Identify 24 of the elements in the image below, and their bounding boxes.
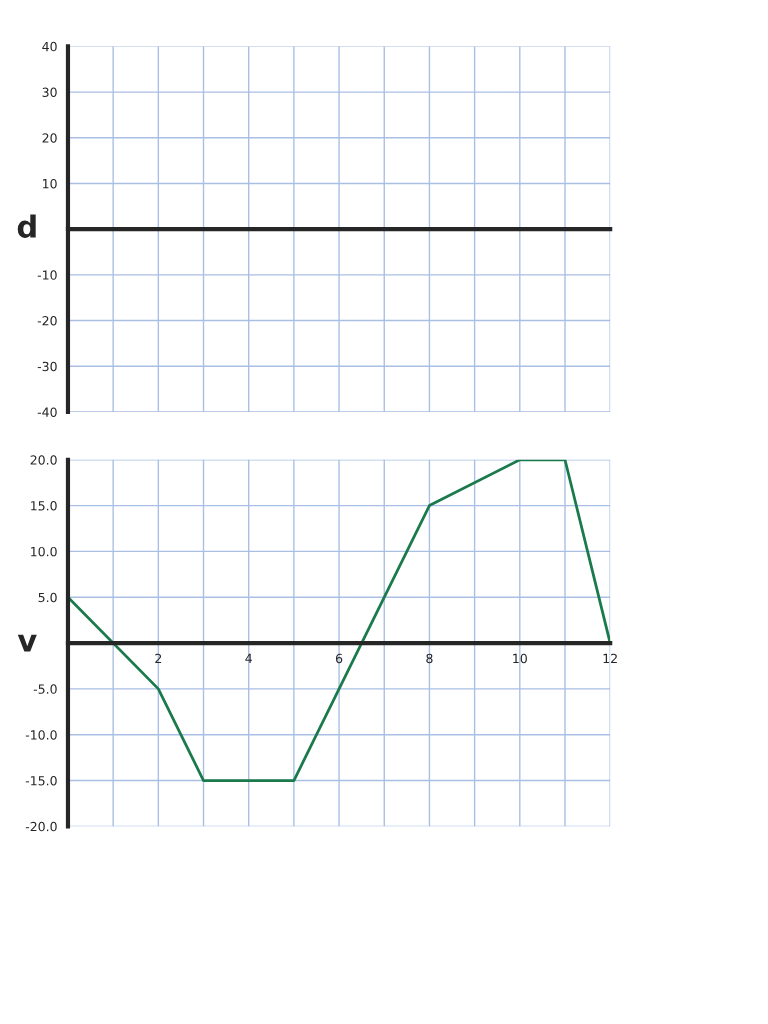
x-tick-label: 2 <box>155 653 162 663</box>
y-tick-label: 15.0 <box>31 501 57 511</box>
y-tick-label: 20.0 <box>30 455 57 465</box>
y-tick-label: -20 <box>37 316 57 326</box>
y-tick-label: 5.0 <box>38 592 57 603</box>
y-tick-label: 30 <box>42 87 57 98</box>
y-tick-label: -10 <box>37 270 57 280</box>
x-tick-label: 8 <box>426 653 433 664</box>
y-tick-label: -15.0 <box>25 776 57 786</box>
x-tick-label: 10 <box>513 653 527 664</box>
y-tick-label: -30 <box>37 361 57 372</box>
y-tick-label: -10.0 <box>25 730 57 740</box>
y-tick-label: -20.0 <box>25 821 57 832</box>
y-axis-title: v <box>17 634 37 652</box>
y-axis-title: d <box>17 214 36 239</box>
y-tick-label: -5.0 <box>33 684 57 694</box>
x-tick-label: 4 <box>245 653 252 663</box>
x-tick-label: 6 <box>335 653 343 664</box>
y-tick-label: 10.0 <box>31 546 57 557</box>
y-tick-label: -40 <box>37 407 57 417</box>
x-tick-label: 12 <box>603 653 617 663</box>
y-tick-label: 10 <box>43 178 57 189</box>
y-tick-label: 40 <box>42 41 57 52</box>
y-tick-label: 20 <box>42 133 57 143</box>
